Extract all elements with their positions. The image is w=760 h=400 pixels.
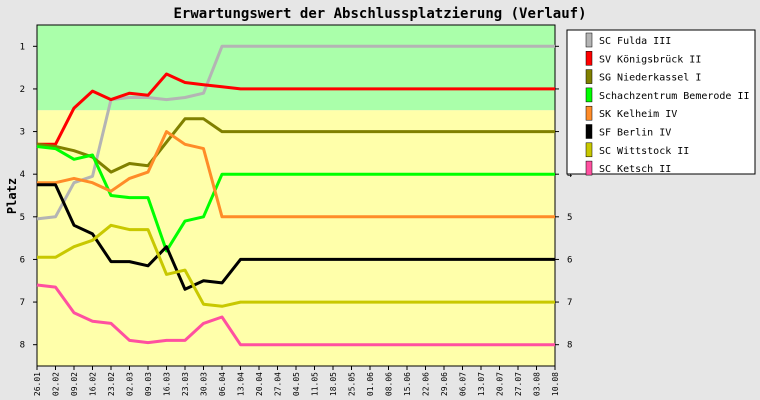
x-tick-label: 10.08 [551, 372, 560, 396]
y-tick-label-left: 5 [20, 213, 25, 223]
x-tick-label: 22.06 [422, 372, 431, 396]
legend-swatch-3 [585, 87, 593, 103]
x-axis: 26.01 02.02 09.02 16.02 23.02 02.03 09.03 16.03… [33, 366, 560, 396]
y-tick-label-right: 8 [567, 341, 572, 351]
x-tick-label: 13.07 [477, 372, 486, 396]
y-tick-label-left: 3 [20, 128, 25, 138]
y-tick-label-right: 4 [567, 170, 572, 180]
y-tick-label-left: 7 [20, 298, 25, 308]
legend-swatch-1 [585, 51, 593, 66]
legend-label-6: SC Wittstock II [599, 146, 689, 157]
x-tick-label: 23.03 [181, 372, 190, 396]
x-tick-label: 29.06 [440, 372, 449, 396]
x-tick-label: 27.07 [514, 372, 523, 396]
legend-label-5: SF Berlin IV [599, 128, 671, 139]
x-tick-label: 06.04 [218, 372, 227, 396]
x-tick-label: 11.05 [311, 372, 320, 396]
series-line-6 [37, 223, 555, 308]
legend-label-7: SC Ketsch II [599, 164, 671, 175]
x-tick-label: 02.02 [52, 372, 61, 396]
x-tick-label: 02.03 [126, 372, 135, 396]
y-axis-left: 1 2 3 4 5 6 7 8 [20, 42, 37, 351]
legend-label-2: SG Niederkassel I [599, 73, 701, 84]
legend-swatch-2 [585, 69, 593, 84]
x-tick-label: 20.07 [496, 372, 505, 396]
x-tick-label: 06.07 [459, 372, 468, 396]
x-tick-label: 01.06 [366, 372, 375, 396]
series-line-5 [37, 183, 555, 291]
legend-label-4: SK Kelheim IV [599, 109, 677, 120]
legend-swatch-7 [585, 160, 593, 176]
y-tick-label-right: 7 [567, 298, 572, 308]
series-line-1 [37, 72, 555, 146]
series-line-4 [37, 130, 555, 219]
legend-swatch-6 [585, 142, 593, 158]
chart-title: Erwartungswert der Abschlussplatzierung … [173, 6, 586, 22]
x-tick-label: 09.03 [144, 372, 153, 396]
x-tick-label: 04.05 [292, 372, 301, 396]
legend-swatch-0 [585, 32, 593, 48]
y-tick-label-right: 5 [567, 213, 572, 223]
legend: SC Fulda III SV Königsbrück II SG Niederka… [566, 29, 756, 176]
y-tick-label-left: 2 [20, 85, 25, 95]
series-line-7 [36, 283, 555, 347]
legend-swatch-4 [585, 105, 593, 121]
y-axis-label: Platz [5, 178, 19, 214]
x-tick-label: 16.03 [163, 372, 172, 396]
y-tick-label-left: 8 [20, 341, 25, 351]
y-tick-label-right: 6 [567, 255, 572, 265]
x-tick-label: 08.06 [385, 372, 394, 396]
y-tick-label-left: 6 [20, 255, 25, 265]
series-line-2 [36, 117, 555, 174]
series-line-0 [36, 44, 555, 221]
y-tick-label-left: 4 [20, 170, 25, 180]
x-tick-label: 13.04 [237, 372, 246, 396]
x-tick-label: 26.01 [33, 372, 42, 396]
x-tick-label: 27.04 [274, 372, 283, 396]
legend-box [566, 29, 756, 175]
legend-label-1: SV Königsbrück II [599, 54, 701, 65]
x-tick-label: 15.06 [403, 372, 412, 396]
band-1 [37, 110, 555, 366]
x-tick-label: 30.03 [200, 372, 209, 396]
x-tick-label: 23.02 [107, 372, 116, 396]
legend-swatch-5 [585, 124, 593, 139]
x-tick-label: 16.02 [89, 372, 98, 396]
x-tick-label: 25.05 [348, 372, 357, 396]
x-tick-label: 03.08 [533, 372, 542, 396]
legend-label-3: Schachzentrum Bemerode II [599, 91, 750, 102]
series-line-3 [36, 145, 555, 253]
x-tick-label: 20.04 [255, 372, 264, 396]
plot-area [36, 24, 556, 367]
x-tick-label: 09.02 [70, 372, 79, 396]
x-tick-label: 18.05 [329, 372, 338, 396]
y-tick-label-left: 1 [20, 42, 25, 52]
legend-label-0: SC Fulda III [599, 36, 671, 47]
